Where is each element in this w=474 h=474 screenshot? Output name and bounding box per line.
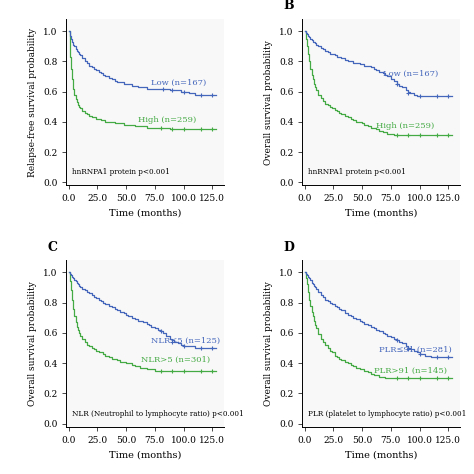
- Text: High (n=259): High (n=259): [376, 122, 434, 130]
- X-axis label: Time (months): Time (months): [109, 209, 181, 218]
- Y-axis label: Overall survival probability: Overall survival probability: [264, 281, 273, 406]
- Text: Low (n=167): Low (n=167): [151, 79, 207, 87]
- Text: hnRNPA1 protein p<0.001: hnRNPA1 protein p<0.001: [72, 168, 170, 176]
- Text: PLR≤91 (n=281): PLR≤91 (n=281): [379, 346, 452, 354]
- Text: C: C: [47, 241, 57, 254]
- Text: NLR≤5 (n=125): NLR≤5 (n=125): [151, 337, 220, 345]
- Y-axis label: Relapse-free survival probability: Relapse-free survival probability: [28, 27, 37, 177]
- Text: hnRNPA1 protein p<0.001: hnRNPA1 protein p<0.001: [308, 168, 406, 176]
- Text: D: D: [283, 241, 294, 254]
- Text: NLR (Neutrophil to lymphocyte ratio) p<0.001: NLR (Neutrophil to lymphocyte ratio) p<0…: [72, 410, 244, 418]
- Text: PLR (platelet to lymphocyte ratio) p<0.001: PLR (platelet to lymphocyte ratio) p<0.0…: [308, 410, 466, 418]
- Y-axis label: Overall survival probability: Overall survival probability: [28, 281, 37, 406]
- X-axis label: Time (months): Time (months): [345, 209, 417, 218]
- Text: High (n=259): High (n=259): [137, 116, 196, 124]
- Text: PLR>91 (n=145): PLR>91 (n=145): [374, 366, 447, 374]
- X-axis label: Time (months): Time (months): [345, 450, 417, 459]
- Text: Low (n=167): Low (n=167): [383, 69, 438, 77]
- Y-axis label: Overall survival probability: Overall survival probability: [264, 40, 273, 164]
- X-axis label: Time (months): Time (months): [109, 450, 181, 459]
- Text: B: B: [283, 0, 294, 12]
- Text: NLR>5 (n=301): NLR>5 (n=301): [141, 356, 210, 364]
